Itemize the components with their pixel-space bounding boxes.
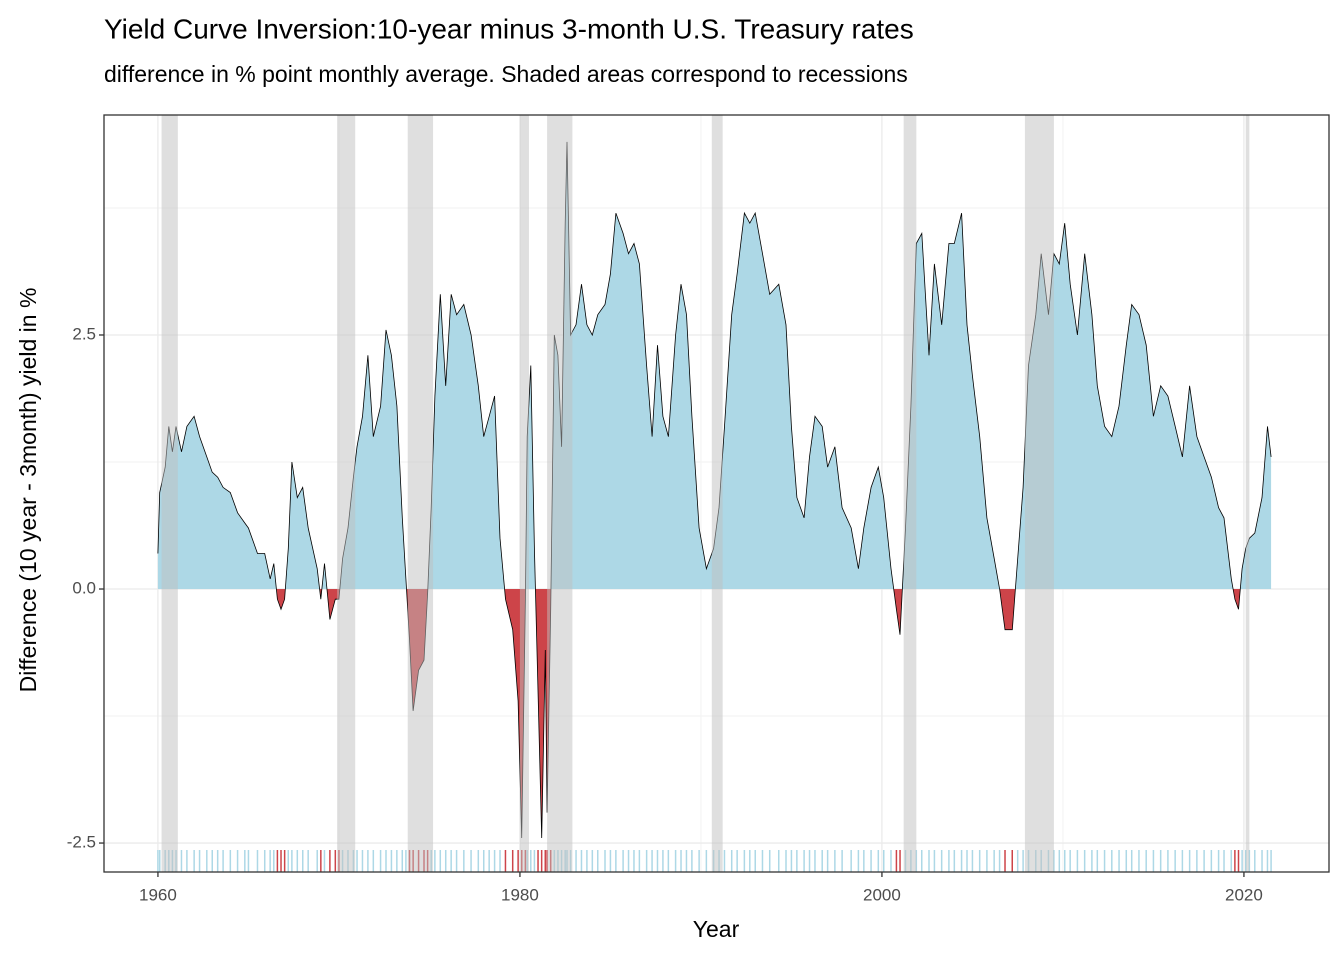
recession-band — [1024, 115, 1054, 872]
chart-title: Yield Curve Inversion:10-year minus 3-mo… — [104, 13, 914, 44]
x-tick-label: 1960 — [139, 885, 177, 904]
positive-area — [157, 141, 1272, 590]
recession-band — [337, 115, 356, 872]
recession-band — [711, 115, 723, 872]
y-tick-label: 0.0 — [72, 578, 96, 597]
series-line — [157, 141, 1272, 839]
x-tick-label: 2000 — [863, 885, 901, 904]
chart-subtitle: difference in % point monthly average. S… — [104, 61, 908, 87]
y-tick-label: -2.5 — [67, 833, 96, 852]
y-tick-label: 2.5 — [72, 324, 96, 343]
negative-area — [276, 589, 1241, 838]
plot-border — [103, 114, 1330, 873]
recession-band — [161, 115, 178, 872]
x-axis-label: Year — [693, 916, 740, 942]
x-tick-label: 2020 — [1225, 885, 1263, 904]
recession-band — [547, 115, 573, 872]
recession-band — [519, 115, 529, 872]
recession-band — [407, 115, 434, 872]
y-axis-label: Difference (10 year - 3month) yield in % — [15, 288, 41, 693]
x-tick-label: 1980 — [501, 885, 539, 904]
recession-band — [1245, 115, 1250, 872]
recession-band — [903, 115, 917, 872]
